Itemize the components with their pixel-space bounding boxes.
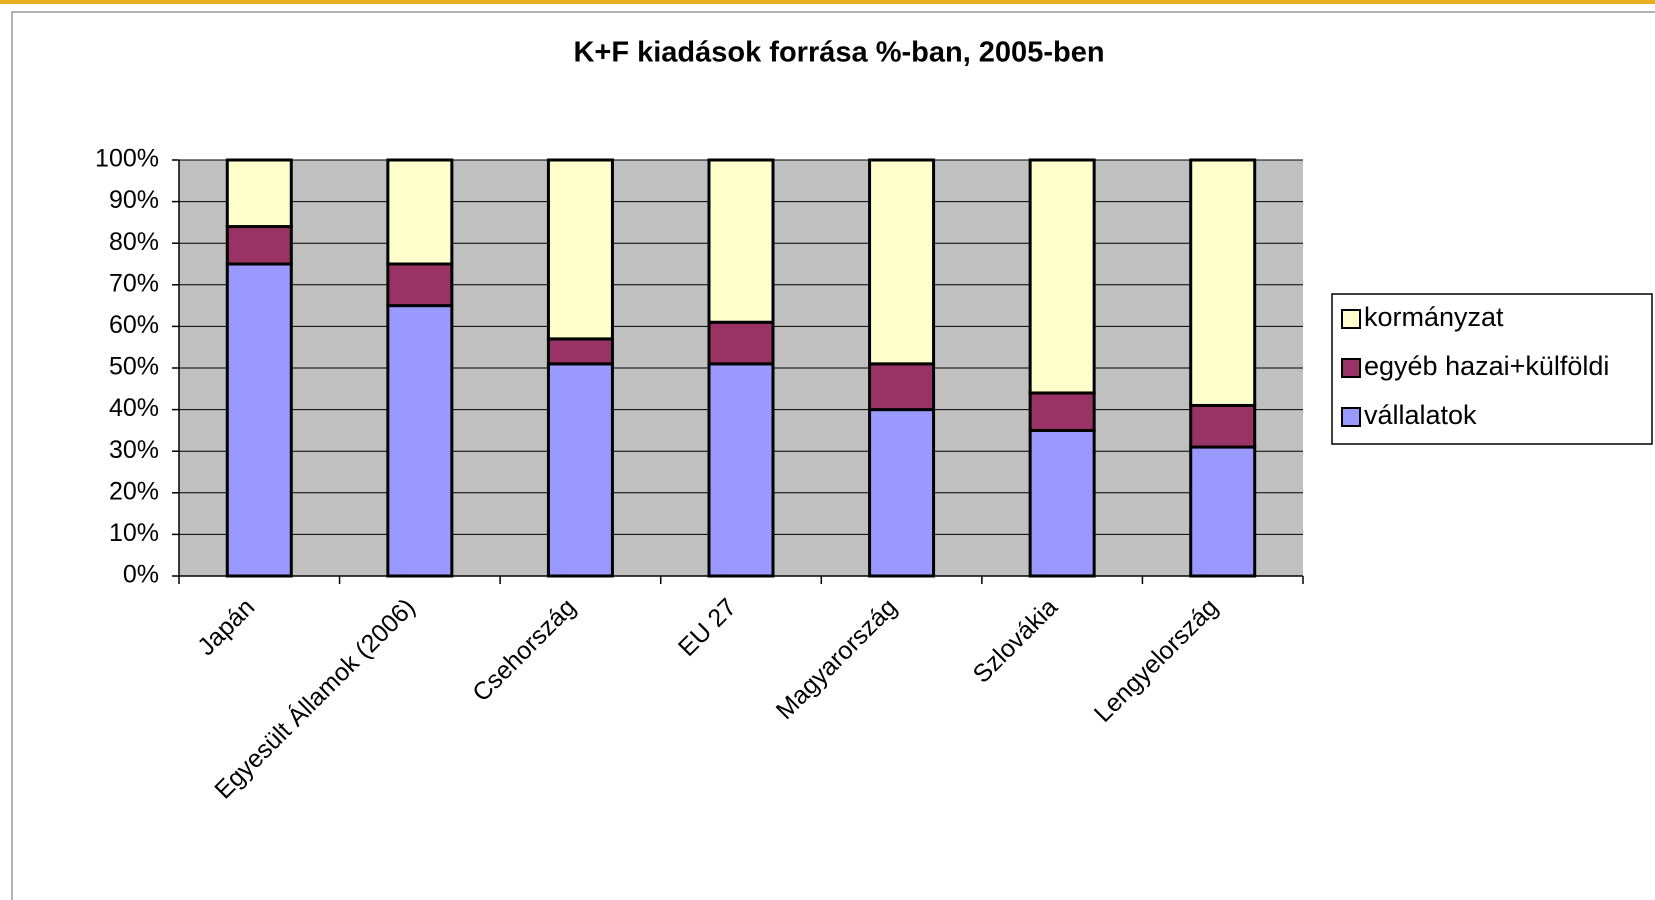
- y-tick-label: 30%: [109, 436, 159, 464]
- bar-segment: [546, 158, 614, 341]
- bar-segment: [225, 158, 293, 229]
- x-tick-label: Szlovákia: [968, 593, 1064, 689]
- y-tick-label: 90%: [109, 186, 159, 214]
- legend-swatch: [1341, 407, 1361, 427]
- bar-segment: [1189, 445, 1257, 578]
- bar-segment: [1189, 158, 1257, 407]
- y-tick-label: 0%: [123, 561, 159, 589]
- bar-segment: [1189, 403, 1257, 449]
- bar-segment: [868, 362, 936, 412]
- y-tick-label: 50%: [109, 353, 159, 381]
- legend-box: [1331, 293, 1653, 445]
- bar-segment: [868, 158, 936, 366]
- x-tick-label: Csehország: [467, 593, 581, 707]
- bar-segment: [546, 337, 614, 366]
- y-tick-label: 100%: [95, 145, 159, 173]
- legend-swatch: [1341, 358, 1361, 378]
- legend-label: vállalatok: [1364, 400, 1477, 430]
- x-tick-label: Magyarország: [771, 593, 903, 725]
- y-tick-label: 80%: [109, 228, 159, 256]
- bar-segment: [386, 262, 454, 308]
- bar-segment: [386, 304, 454, 578]
- bar-segment: [707, 320, 775, 366]
- x-tick-label: EU 27: [673, 593, 742, 662]
- bar-segment: [225, 225, 293, 266]
- legend-label: kormányzat: [1364, 302, 1504, 332]
- bar-segment: [1028, 158, 1096, 395]
- bar-segment: [546, 362, 614, 578]
- legend-swatch: [1341, 309, 1361, 329]
- bar-segment: [1028, 391, 1096, 432]
- bar-segment: [386, 158, 454, 266]
- bar-segment: [868, 408, 936, 578]
- bar-segment: [707, 158, 775, 324]
- bar-segment: [225, 262, 293, 578]
- bar-segment: [707, 362, 775, 578]
- y-tick-label: 60%: [109, 311, 159, 339]
- y-tick-label: 20%: [109, 477, 159, 505]
- y-tick-label: 10%: [109, 519, 159, 547]
- top-border: [0, 0, 1655, 4]
- legend-label: egyéb hazai+külföldi: [1364, 351, 1609, 381]
- y-tick-label: 40%: [109, 394, 159, 422]
- chart-title: K+F kiadások forrása %-ban, 2005-ben: [573, 37, 1104, 69]
- x-tick-label: Japán: [192, 593, 260, 661]
- x-tick-label: Lengyelország: [1089, 593, 1224, 728]
- chart-frame: [11, 11, 1655, 900]
- bar-segment: [1028, 428, 1096, 578]
- y-tick-label: 70%: [109, 269, 159, 297]
